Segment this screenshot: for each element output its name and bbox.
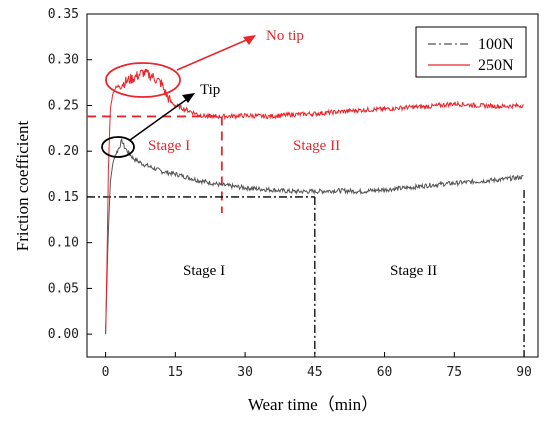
x-tick-label: 15 [168, 365, 184, 380]
stage2-100n-label: Stage II [390, 263, 437, 279]
tip-arrowhead [182, 93, 195, 103]
y-tick-label: 0.35 [48, 7, 79, 22]
series-line-250n [105, 68, 524, 335]
legend-label-100n: 100N [478, 36, 514, 53]
y-tick-label: 0.00 [48, 327, 79, 342]
no-tip-arrow [176, 37, 252, 71]
y-tick-label: 0.05 [48, 281, 79, 296]
no-tip-label: No tip [266, 28, 304, 44]
series-line-100n [105, 138, 524, 335]
y-tick-label: 0.20 [48, 144, 79, 159]
tip-arrow [129, 96, 191, 141]
y-axis-title: Friction coefficient [13, 121, 32, 252]
stage2-250n-label: Stage II [293, 138, 340, 154]
stage1-100n-label: Stage I [183, 263, 225, 279]
x-tick-label: 30 [237, 365, 253, 380]
plot-frame [86, 13, 539, 358]
no-tip-ellipse [105, 62, 181, 98]
no-tip-arrowhead [243, 35, 256, 45]
legend: 100N 250N [415, 26, 527, 78]
y-tick-label: 0.30 [48, 53, 79, 68]
y-tick-label: 0.15 [48, 190, 79, 205]
legend-label-250n: 250N [478, 57, 514, 74]
x-tick-label: 75 [446, 365, 462, 380]
series-layer [105, 68, 524, 335]
tip-ellipse [101, 136, 135, 158]
y-tick-label: 0.25 [48, 98, 79, 113]
legend-box [415, 26, 527, 78]
y-tick-label: 0.10 [48, 236, 79, 251]
x-tick-label: 60 [377, 365, 393, 380]
x-axis-title: Wear time（min） [248, 395, 378, 414]
x-tick-label: 0 [102, 365, 110, 380]
x-tick-label: 90 [516, 365, 532, 380]
reference-lines [87, 115, 525, 357]
x-tick-label: 45 [307, 365, 323, 380]
tip-label: Tip [200, 82, 220, 98]
axis-ticks: 0 15 30 45 60 75 90 0.00 0.05 0.10 0.15 0.20 0.25 0.3… [48, 7, 532, 380]
stage1-250n-label: Stage I [148, 138, 190, 154]
